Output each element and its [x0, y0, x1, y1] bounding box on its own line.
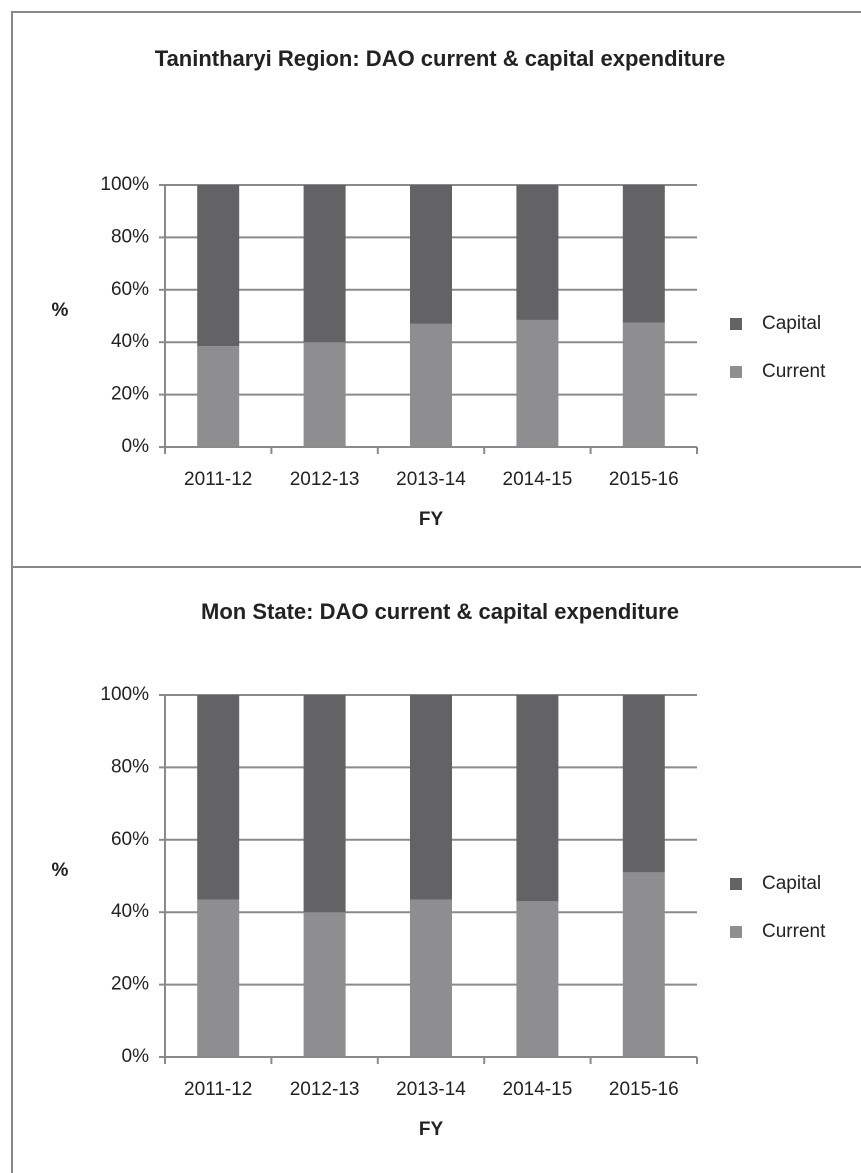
- bar-segment: [303, 342, 346, 447]
- bar-segment: [410, 695, 452, 900]
- y-tick-label: 0%: [122, 436, 150, 457]
- bar-segment: [410, 185, 452, 324]
- x-tick-label: 2015-16: [609, 469, 679, 490]
- bar-segment: [303, 185, 346, 343]
- x-tick-label: 2015-16: [609, 1079, 679, 1100]
- x-tick-label: 2013-14: [396, 1079, 466, 1100]
- bar-segment: [197, 899, 240, 1057]
- legend-label: Capital: [762, 873, 821, 894]
- legend-swatch: [730, 926, 742, 938]
- x-tick-label: 2013-14: [396, 469, 466, 490]
- y-tick-label: 100%: [100, 174, 149, 195]
- bar-segment: [410, 899, 452, 1057]
- bar-segment: [516, 695, 559, 902]
- legend-label: Capital: [762, 313, 821, 334]
- legend-swatch: [730, 318, 742, 330]
- x-axis-label: FY: [419, 509, 444, 530]
- bar-segment: [516, 319, 559, 447]
- y-axis-label: %: [52, 300, 69, 321]
- x-tick-label: 2011-12: [184, 1079, 252, 1100]
- bar-segment: [303, 912, 346, 1057]
- bar-segment: [622, 322, 665, 447]
- bar-segment: [197, 346, 240, 447]
- y-tick-label: 20%: [111, 384, 149, 405]
- legend-label: Current: [762, 921, 826, 942]
- y-tick-label: 80%: [111, 226, 149, 247]
- y-tick-label: 40%: [111, 901, 149, 922]
- y-tick-label: 80%: [111, 756, 149, 777]
- bar-segment: [303, 695, 346, 913]
- x-tick-label: 2012-13: [290, 1079, 360, 1100]
- x-tick-label: 2014-15: [503, 1079, 573, 1100]
- bar-segment: [622, 872, 665, 1057]
- y-axis-label: %: [52, 860, 69, 881]
- y-tick-label: 100%: [100, 684, 149, 705]
- x-tick-label: 2011-12: [184, 469, 252, 490]
- y-tick-label: 60%: [111, 279, 149, 300]
- x-tick-label: 2012-13: [290, 469, 360, 490]
- y-tick-label: 40%: [111, 331, 149, 352]
- bar-segment: [516, 185, 559, 320]
- chart-title: Mon State: DAO current & capital expendi…: [201, 599, 679, 624]
- legend-label: Current: [762, 361, 826, 382]
- bar-segment: [410, 323, 452, 447]
- chart-title: Tanintharyi Region: DAO current & capita…: [154, 46, 726, 71]
- bar-segment: [516, 901, 559, 1057]
- bar-segment: [197, 695, 240, 900]
- legend-swatch: [730, 366, 742, 378]
- frame: [11, 11, 861, 1173]
- bar-segment: [197, 185, 240, 347]
- y-tick-label: 60%: [111, 829, 149, 850]
- bar-segment: [622, 185, 665, 323]
- x-tick-label: 2014-15: [503, 469, 573, 490]
- y-tick-label: 0%: [122, 1046, 150, 1067]
- legend-swatch: [730, 878, 742, 890]
- bar-segment: [622, 695, 665, 873]
- x-axis-label: FY: [419, 1119, 444, 1140]
- y-tick-label: 20%: [111, 974, 149, 995]
